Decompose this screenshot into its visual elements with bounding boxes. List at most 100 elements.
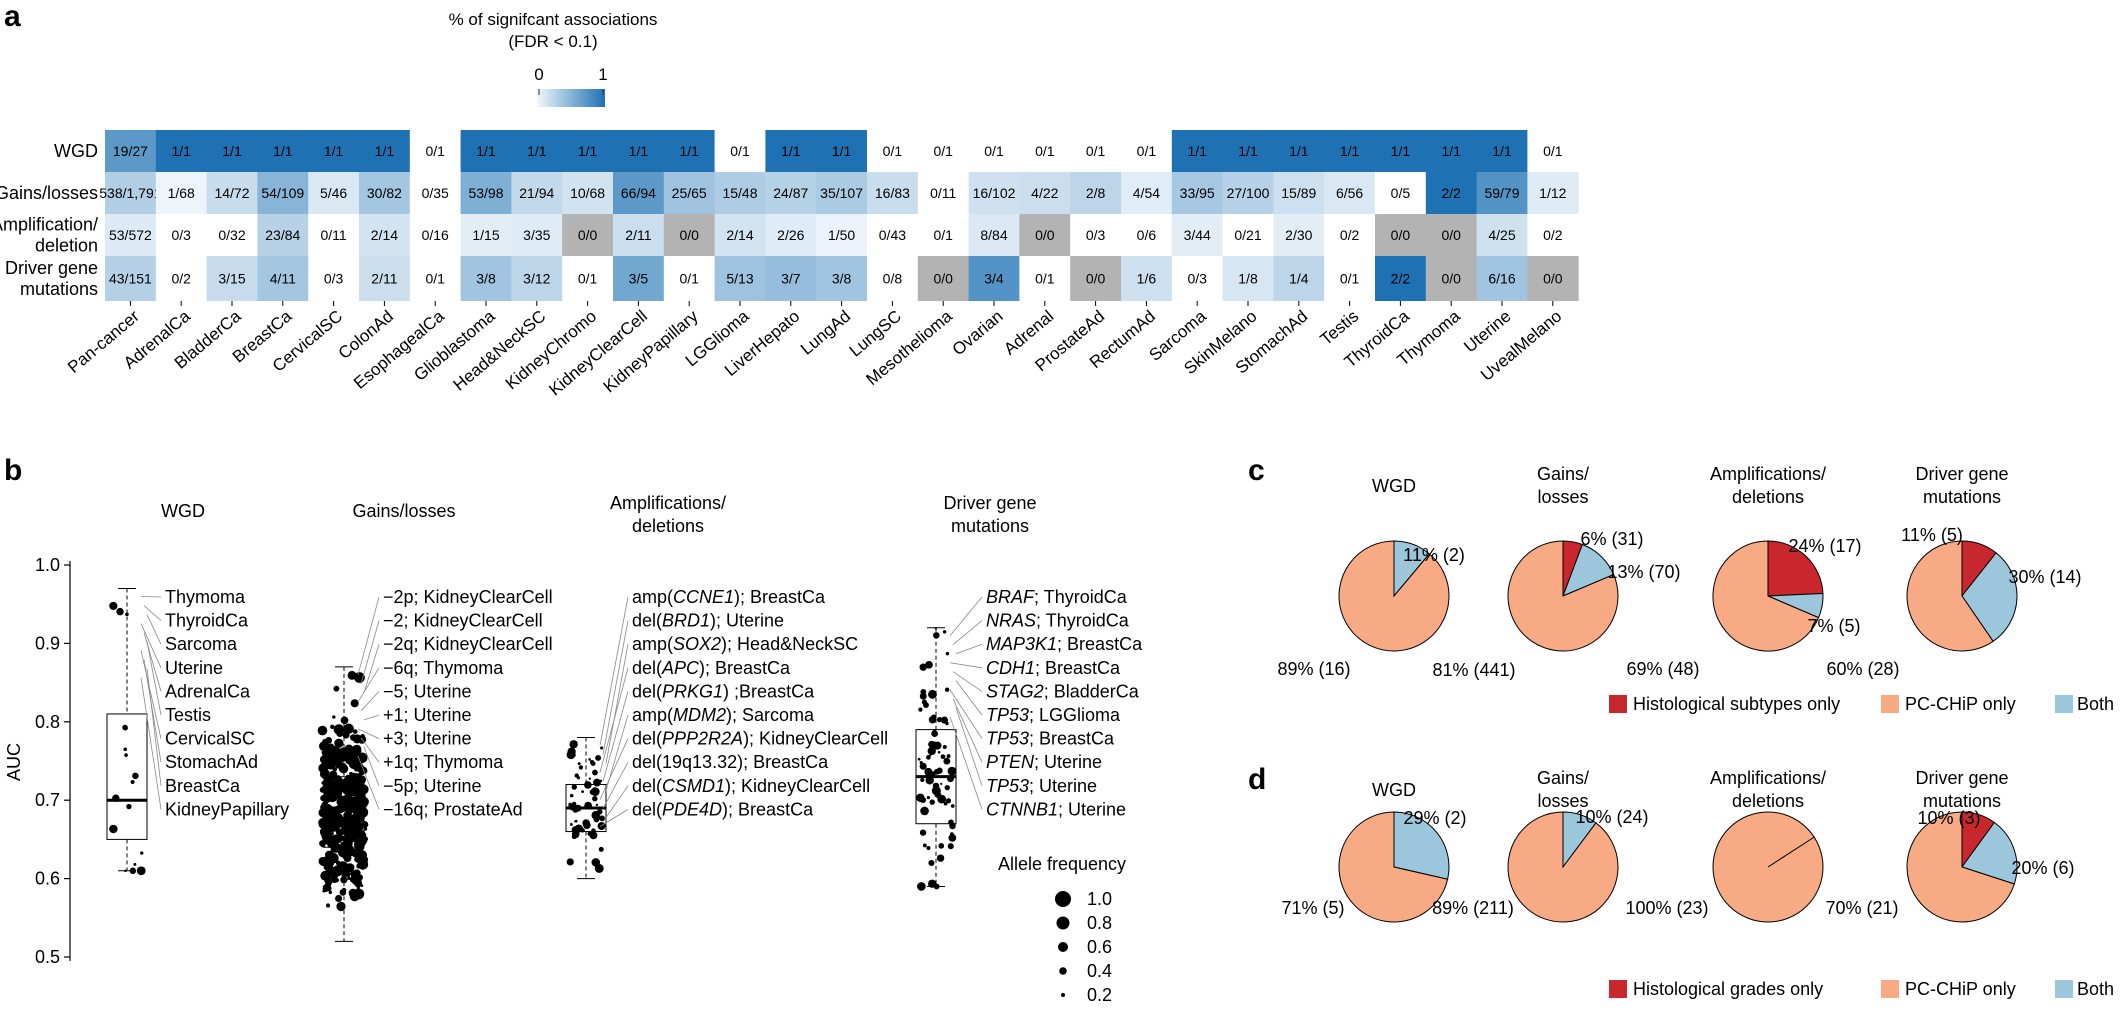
heatmap-cell-value: 16/102 <box>973 185 1016 201</box>
data-point <box>578 765 584 770</box>
heatmap-cell <box>206 256 258 301</box>
outlier-label-part: APC <box>661 658 700 678</box>
pie: WGD 71% (5) 29% (2) <box>1281 780 1467 923</box>
pie-title: Gains/ <box>1537 464 1589 484</box>
data-point <box>109 601 118 610</box>
outlier-label-part: Sarcoma <box>165 634 238 654</box>
outlier-label-part: ); KidneyClearCell <box>743 729 888 749</box>
heatmap-cell <box>714 172 766 214</box>
data-point <box>124 869 127 873</box>
y-tick-label: 0.8 <box>35 712 60 732</box>
data-point <box>352 729 358 734</box>
outlier-label-part: −5p; Uterine <box>383 776 482 796</box>
pie-title: Amplifications/ <box>1710 464 1826 484</box>
heatmap-cell-value: 1/8 <box>1238 271 1258 287</box>
data-point <box>593 816 600 823</box>
heatmap-cell <box>968 172 1020 214</box>
data-point <box>943 757 951 765</box>
heatmap-cell <box>1324 172 1376 214</box>
heatmap-cell <box>917 256 969 301</box>
data-point <box>917 882 926 891</box>
pie-title: Amplifications/ <box>1710 768 1826 788</box>
outlier-label-part: CervicalSC <box>165 729 255 749</box>
data-point <box>934 627 938 630</box>
data-point <box>569 740 578 749</box>
heatmap-cell <box>1476 130 1528 172</box>
outlier-label: amp(CCNE1); BreastCa <box>632 587 826 607</box>
heatmap-cell <box>1121 256 1173 301</box>
heatmap-cell-value: 2/26 <box>777 227 804 243</box>
data-point <box>321 749 327 756</box>
outlier-label: TP53; BreastCa <box>986 729 1115 749</box>
heatmap-cell-value: 27/100 <box>1227 185 1270 201</box>
column-label: EsophagealCa <box>350 306 448 393</box>
leader-line <box>146 668 162 786</box>
data-point <box>346 811 352 817</box>
pie-title: mutations <box>1923 487 2001 507</box>
outlier-label: Uterine <box>165 658 223 678</box>
heatmap-cell <box>1527 130 1579 172</box>
data-point <box>330 832 334 836</box>
heatmap-cell <box>613 256 665 301</box>
heatmap-cell-value: 0/1 <box>730 143 750 159</box>
data-point <box>327 790 332 794</box>
pie-slice-label: 6% (31) <box>1580 529 1643 549</box>
data-point <box>588 777 592 780</box>
data-point <box>597 822 606 831</box>
data-point <box>324 840 329 845</box>
outlier-label-part: BRAF <box>986 587 1035 607</box>
data-point <box>948 834 957 842</box>
outlier-label-part: KidneyPapillary <box>165 799 289 819</box>
heatmap-cell-value: 3/4 <box>984 271 1004 287</box>
heatmap-cell <box>663 214 715 256</box>
heatmap-cell <box>1171 172 1223 214</box>
pie: Gains/losses 89% (211) 10% (24) <box>1432 768 1649 923</box>
data-point <box>345 774 350 779</box>
heatmap-cell-value: 2/11 <box>625 227 651 243</box>
heatmap-cell <box>1171 256 1223 301</box>
heatmap-cell <box>562 172 614 214</box>
row-label: Amplification/ <box>0 215 98 235</box>
heatmap-cell-value: 1/1 <box>1492 143 1512 159</box>
heatmap-cell <box>663 172 715 214</box>
leader-line <box>599 667 629 773</box>
outlier-label-part: del( <box>632 776 662 796</box>
heatmap-cell <box>816 172 868 214</box>
data-point <box>931 714 937 720</box>
data-point <box>949 822 956 830</box>
heatmap-cell <box>409 130 461 172</box>
pie-legend: Histological grades only PC-CHiP only Both <box>1609 979 2114 999</box>
heatmap-cell-value: 0/5 <box>1391 185 1411 201</box>
data-point <box>126 803 132 810</box>
leader-line <box>599 809 629 827</box>
pie-panel-c: WGD 89% (16) 11% (2) Gains/losses 81% (441) 6… <box>1277 464 2114 714</box>
data-point <box>328 819 337 828</box>
outlier-label: ThyroidCa <box>165 611 249 631</box>
data-point <box>109 824 118 834</box>
heatmap-cell <box>206 172 258 214</box>
legend-swatch <box>1609 695 1627 713</box>
heatmap-cell <box>511 256 563 301</box>
data-point <box>339 747 346 754</box>
data-point <box>581 790 584 793</box>
data-point <box>356 773 363 779</box>
auc-boxplots: 1.0 0.9 0.8 0.7 0.6 0.5 AUC WGD Thymoma ThyroidCa… <box>4 493 1143 1005</box>
outlier-label-part: ; BreastCa <box>1057 634 1143 654</box>
outlier-label-part: ; LGGlioma <box>1029 705 1121 725</box>
pie-slice-label: 70% (21) <box>1825 898 1898 918</box>
heatmap-cell <box>1070 172 1122 214</box>
heatmap-cell-value: 0/1 <box>933 143 953 159</box>
y-tick-label: 0.6 <box>35 869 60 889</box>
data-point <box>359 777 366 784</box>
data-point <box>136 866 146 876</box>
heatmap-cell-value: 0/1 <box>1035 271 1055 287</box>
heatmap-cell-value: 0/1 <box>1340 271 1360 287</box>
heatmap-cell <box>155 256 207 301</box>
data-point <box>927 746 936 756</box>
boxplot-title: mutations <box>951 516 1029 536</box>
data-point <box>333 817 345 828</box>
outlier-label-part: −2p; KidneyClearCell <box>383 587 553 607</box>
leader-line <box>952 698 983 763</box>
heatmap-cell-value: 6/56 <box>1336 185 1363 201</box>
